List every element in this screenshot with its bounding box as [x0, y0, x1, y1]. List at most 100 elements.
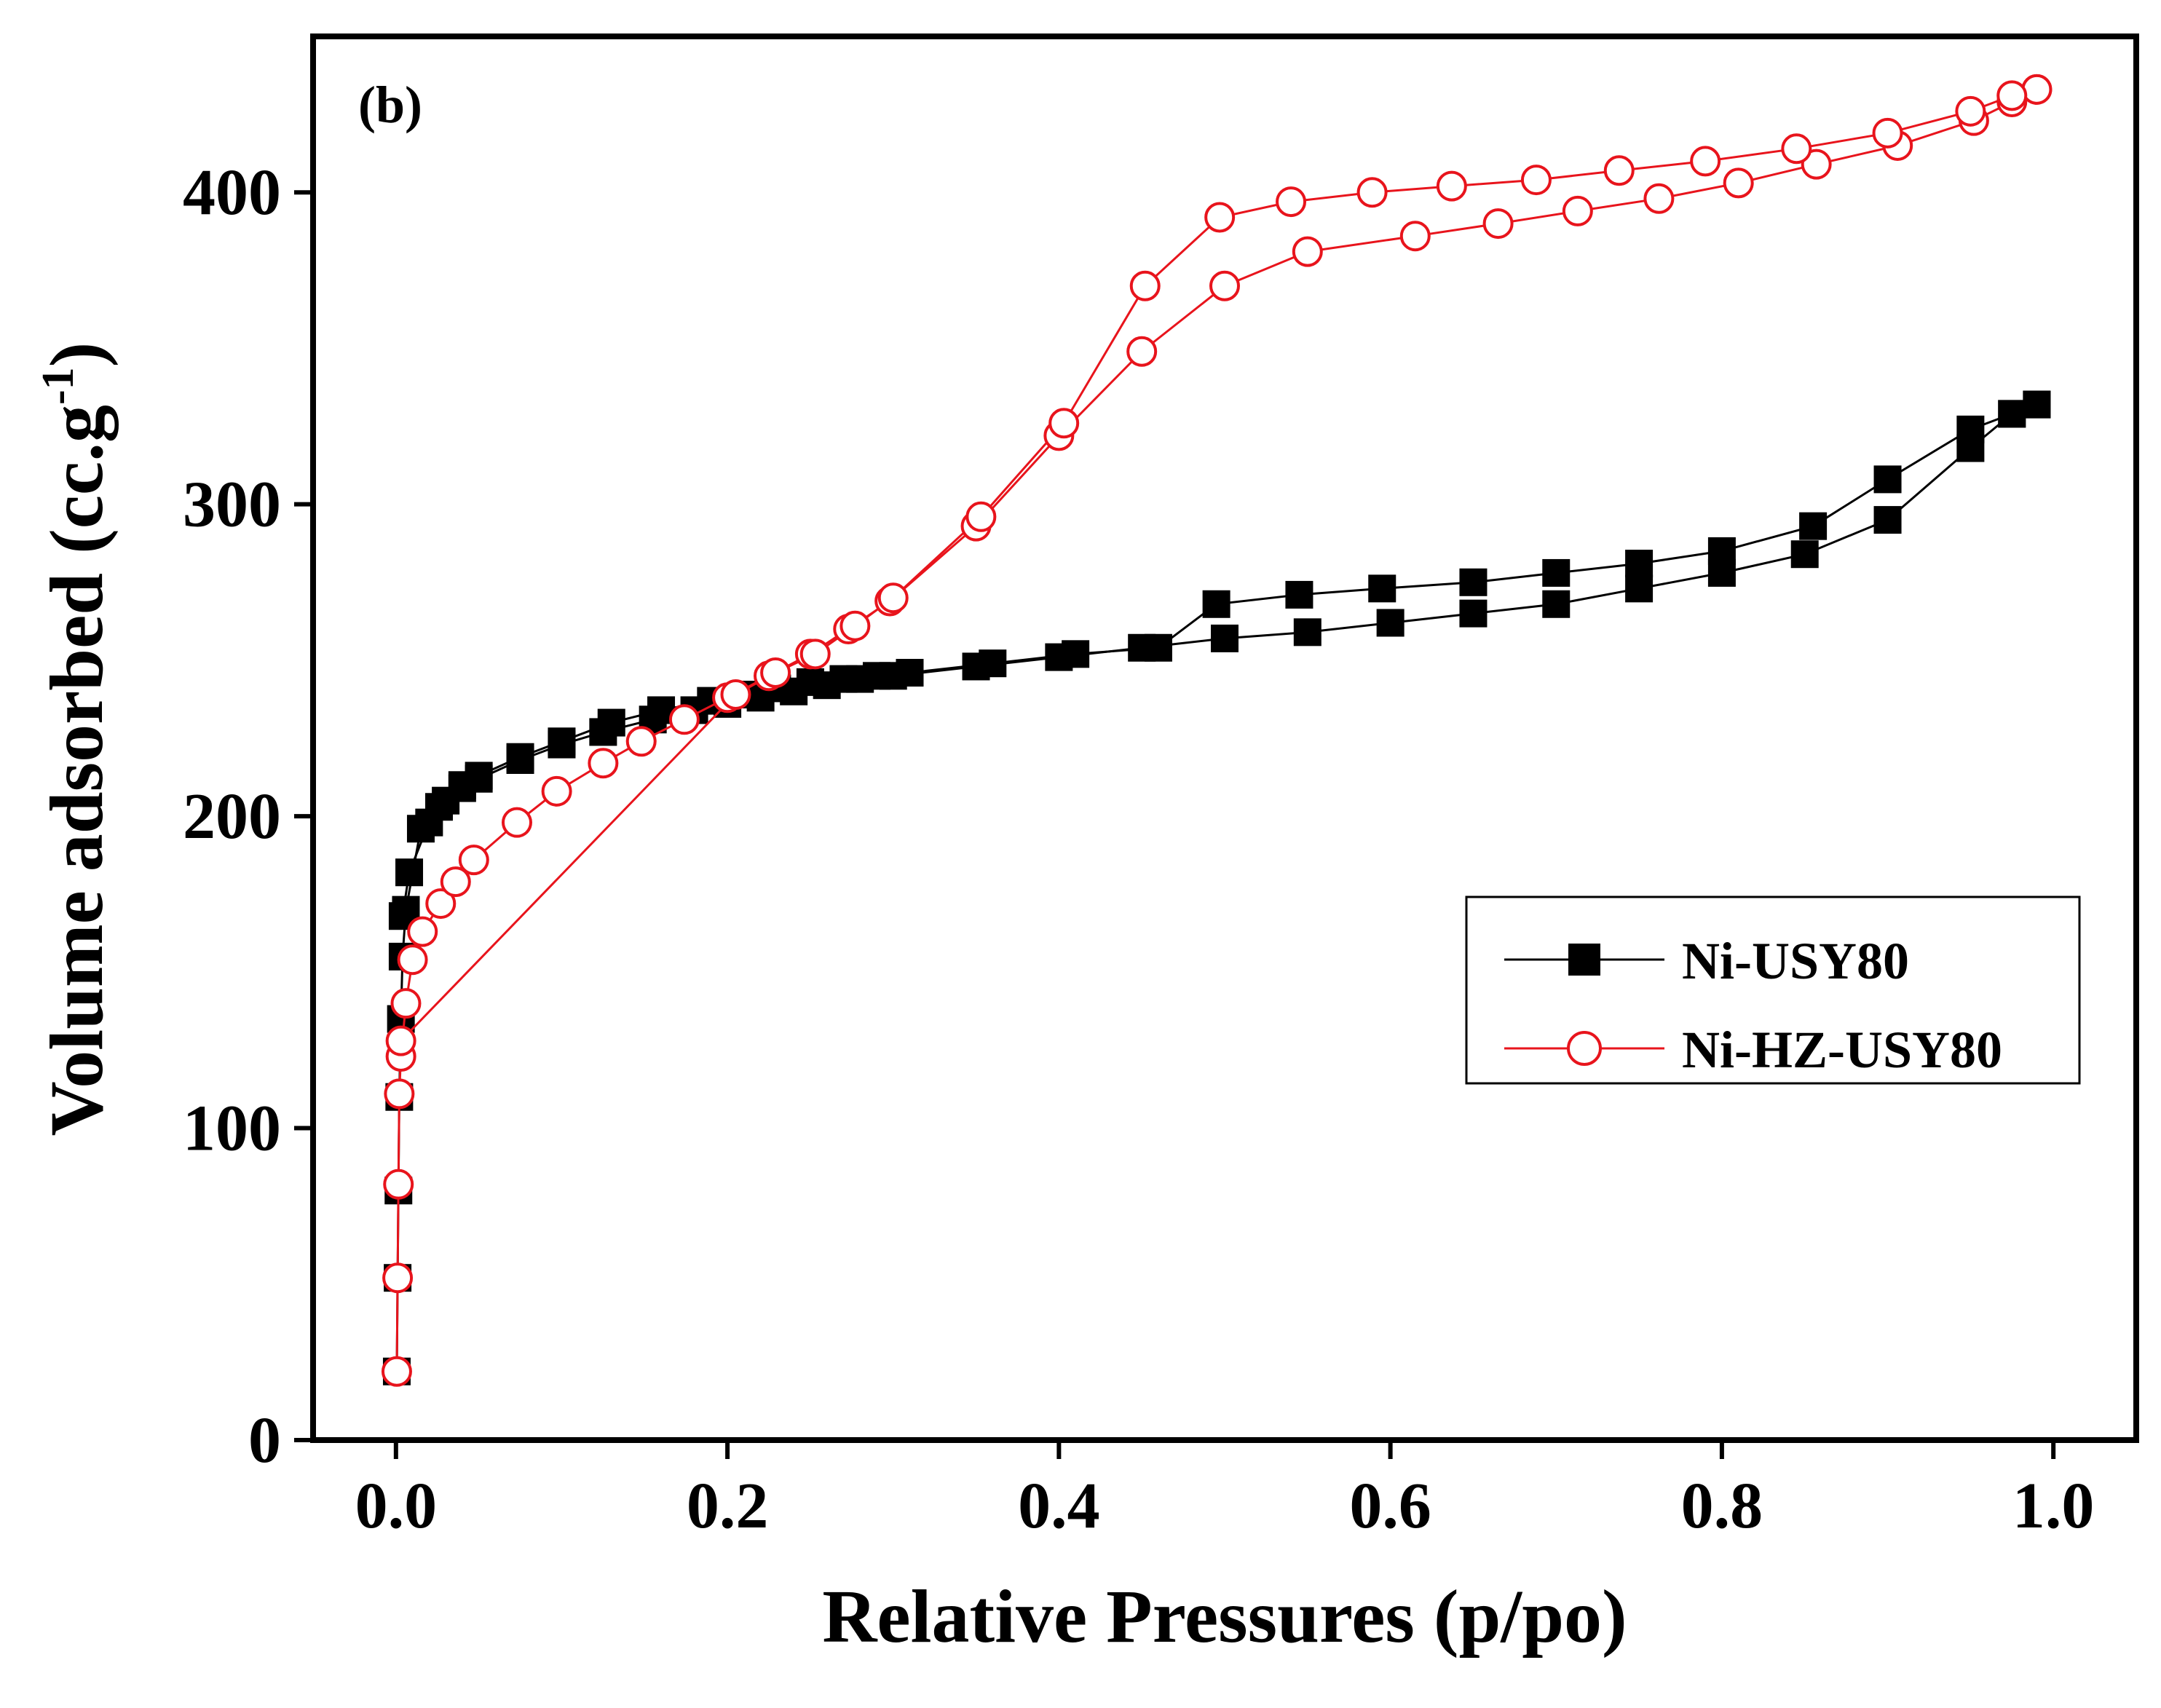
data-point	[1873, 465, 1902, 494]
legend-marker-ni-hz-usy80	[1567, 1031, 1602, 1066]
data-point	[1996, 80, 2028, 111]
data-point	[1062, 640, 1090, 668]
data-point	[829, 665, 858, 693]
data-point	[1998, 400, 2026, 428]
x-tick-label: 0.8	[1681, 1470, 1763, 1542]
x-tick-label: 0.2	[687, 1470, 769, 1542]
data-point	[384, 1078, 415, 1110]
data-point	[382, 1262, 414, 1294]
data-point	[1562, 195, 1593, 226]
data-point	[1625, 550, 1654, 578]
x-tick-label: 0.6	[1349, 1470, 1431, 1542]
data-point	[720, 679, 751, 711]
data-point	[458, 845, 489, 876]
series-layer	[381, 74, 2053, 1387]
data-point	[1723, 167, 1754, 199]
data-point	[1204, 202, 1236, 233]
data-point	[1482, 208, 1514, 240]
data-point	[1790, 540, 1819, 569]
data-point	[839, 610, 871, 641]
data-point	[1459, 568, 1488, 596]
data-point	[1356, 177, 1388, 208]
data-point	[2021, 74, 2053, 105]
data-point	[1209, 270, 1240, 301]
data-point	[501, 807, 532, 838]
x-axis-title: Relative Pressures (p/po)	[822, 1575, 1627, 1658]
y-tick-label: 400	[183, 157, 281, 229]
data-point	[1872, 117, 1903, 149]
data-point	[415, 808, 443, 837]
x-tick-label: 0.0	[355, 1470, 438, 1542]
data-point	[1799, 512, 1828, 540]
data-point	[407, 916, 438, 947]
data-point	[1399, 221, 1431, 252]
data-point	[1459, 599, 1488, 628]
y-axis-title-close: )	[35, 342, 119, 368]
x-tick-label: 0.4	[1018, 1470, 1100, 1542]
data-point	[1292, 236, 1323, 267]
data-point	[1781, 133, 1812, 165]
data-point	[1126, 336, 1158, 367]
data-point	[796, 668, 824, 696]
data-point	[760, 657, 791, 689]
data-point	[390, 988, 422, 1019]
data-point	[548, 727, 576, 756]
data-point	[1520, 165, 1552, 196]
legend-label-ni-usy80: Ni-USY80	[1682, 932, 1909, 990]
data-point	[1376, 609, 1405, 637]
data-point	[1643, 183, 1675, 214]
data-point	[2023, 390, 2051, 419]
data-point	[668, 704, 700, 735]
y-axis-title-main: Volume adsorbed (cc.g	[35, 405, 119, 1136]
y-tick-label: 0	[248, 1404, 281, 1476]
data-point	[1202, 590, 1230, 618]
data-point	[385, 1025, 416, 1056]
data-point	[625, 726, 657, 757]
data-point	[1293, 618, 1322, 647]
data-point	[965, 501, 997, 532]
data-point	[395, 858, 424, 887]
data-point	[1129, 270, 1161, 301]
data-point	[1955, 95, 1986, 127]
data-point	[1368, 574, 1396, 603]
data-point	[896, 659, 924, 687]
data-point	[1436, 170, 1467, 202]
x-tick-label: 1.0	[2012, 1470, 2095, 1542]
data-point	[1542, 590, 1571, 618]
data-point	[397, 944, 428, 976]
y-tick-label: 300	[183, 469, 281, 541]
data-point	[597, 708, 625, 737]
data-point	[1625, 574, 1654, 603]
data-point	[862, 662, 890, 690]
plot-frame	[310, 33, 2139, 1443]
ticks-layer: 0.0 0.2 0.4 0.6 0.8 1.0 0 100 200 300 400	[183, 157, 2094, 1542]
data-point	[425, 888, 457, 920]
data-point	[1690, 146, 1721, 177]
data-point	[1276, 186, 1307, 218]
data-point	[1285, 580, 1313, 609]
data-point	[541, 775, 572, 807]
data-point	[506, 743, 534, 771]
panel-label: (b)	[358, 76, 422, 134]
y-tick-label: 200	[183, 780, 281, 853]
data-point	[1956, 415, 1985, 443]
data-point	[979, 649, 1007, 678]
data-point	[440, 866, 471, 898]
data-point	[1707, 537, 1736, 565]
y-tick-label: 100	[183, 1093, 281, 1165]
legend-label-ni-hz-usy80: Ni-HZ-USY80	[1682, 1021, 2002, 1079]
legend-box	[1465, 895, 2081, 1085]
data-point	[1542, 558, 1571, 587]
data-point	[1144, 633, 1172, 662]
data-point	[383, 1169, 414, 1200]
data-point	[1603, 155, 1635, 186]
data-point	[381, 1356, 412, 1387]
data-point	[799, 638, 831, 670]
y-axis-title: Volume adsorbed (cc.g-1)	[33, 342, 119, 1136]
data-point	[877, 582, 909, 614]
data-point	[1048, 408, 1080, 439]
data-point	[1873, 506, 1902, 534]
data-point	[588, 748, 619, 779]
